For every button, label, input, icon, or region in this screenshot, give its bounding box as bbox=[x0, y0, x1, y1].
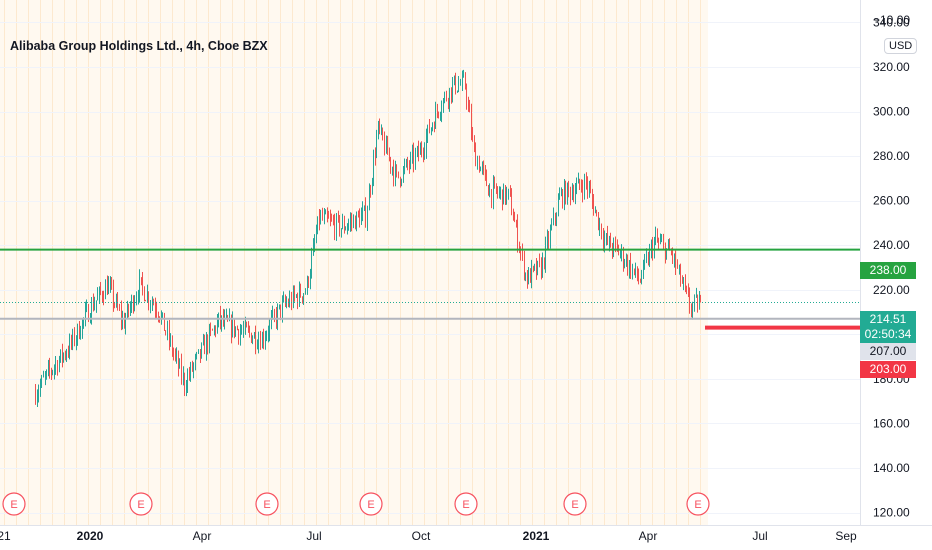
x-tick-label: Jul bbox=[752, 529, 767, 543]
price-label-target: 203.00 bbox=[860, 361, 916, 378]
earnings-marker: E bbox=[255, 492, 279, 516]
bar-countdown: 02:50:34 bbox=[864, 327, 912, 341]
x-tick-label: Oct bbox=[412, 529, 431, 543]
chart-grid bbox=[0, 22, 860, 514]
price-label-resistance: 238.00 bbox=[860, 262, 916, 279]
session-background bbox=[0, 0, 708, 525]
earnings-marker-label: E bbox=[694, 499, 701, 511]
y-tick-label: 160.00 bbox=[873, 416, 910, 430]
earnings-marker-circle bbox=[129, 492, 153, 516]
y-tick-label: 220.00 bbox=[873, 283, 910, 297]
y-tick-label-top: −10.00 bbox=[873, 13, 910, 27]
earnings-marker-circle bbox=[454, 492, 478, 516]
earnings-marker-circle bbox=[255, 492, 279, 516]
earnings-marker: E bbox=[686, 492, 710, 516]
time-axis[interactable]: 21 2020 Apr Jul Oct 2021 Apr Jul Sep bbox=[0, 529, 857, 543]
y-tick-label: 260.00 bbox=[873, 194, 910, 208]
earnings-marker-circle bbox=[2, 492, 26, 516]
price-axis[interactable]: 120.00140.00160.00180.00200.00220.00240.… bbox=[873, 13, 910, 520]
earnings-marker-label: E bbox=[263, 499, 270, 511]
x-tick-label: 2020 bbox=[77, 529, 104, 543]
price-label-support: 207.00 bbox=[860, 343, 916, 360]
session-shading bbox=[0, 0, 708, 525]
earnings-marker: E bbox=[454, 492, 478, 516]
earnings-marker-label: E bbox=[137, 499, 144, 511]
earnings-marker: E bbox=[2, 492, 26, 516]
x-tick-label: Apr bbox=[193, 529, 212, 543]
x-tick-label: 21 bbox=[0, 529, 11, 543]
x-tick-label: Jul bbox=[306, 529, 321, 543]
chart-title: Alibaba Group Holdings Ltd., 4h, Cboe BZ… bbox=[10, 39, 268, 53]
y-tick-label: 240.00 bbox=[873, 238, 910, 252]
earnings-marker-label: E bbox=[571, 499, 578, 511]
y-tick-label: 280.00 bbox=[873, 149, 910, 163]
horizontal-levels bbox=[0, 248, 860, 330]
y-tick-label: 320.00 bbox=[873, 60, 910, 74]
x-tick-label: Sep bbox=[835, 529, 857, 543]
last-price-value: 214.51 bbox=[869, 312, 907, 326]
earnings-marker-circle bbox=[686, 492, 710, 516]
last-price-label: 214.51 02:50:34 bbox=[860, 311, 916, 343]
currency-badge[interactable]: USD bbox=[884, 38, 918, 54]
earnings-marker: E bbox=[129, 492, 153, 516]
y-tick-label: 300.00 bbox=[873, 105, 910, 119]
earnings-marker-circle bbox=[359, 492, 383, 516]
earnings-marker-circle bbox=[563, 492, 587, 516]
y-tick-label: 340.00 bbox=[873, 15, 910, 29]
earnings-marker-label: E bbox=[10, 499, 17, 511]
earnings-marker: E bbox=[563, 492, 587, 516]
earnings-marker-label: E bbox=[367, 499, 374, 511]
y-tick-label: 140.00 bbox=[873, 461, 910, 475]
x-tick-label: Apr bbox=[639, 529, 658, 543]
y-tick-label: 120.00 bbox=[873, 506, 910, 520]
earnings-marker-label: E bbox=[462, 499, 469, 511]
earnings-marker: E bbox=[359, 492, 383, 516]
x-tick-label: 2021 bbox=[523, 529, 550, 543]
